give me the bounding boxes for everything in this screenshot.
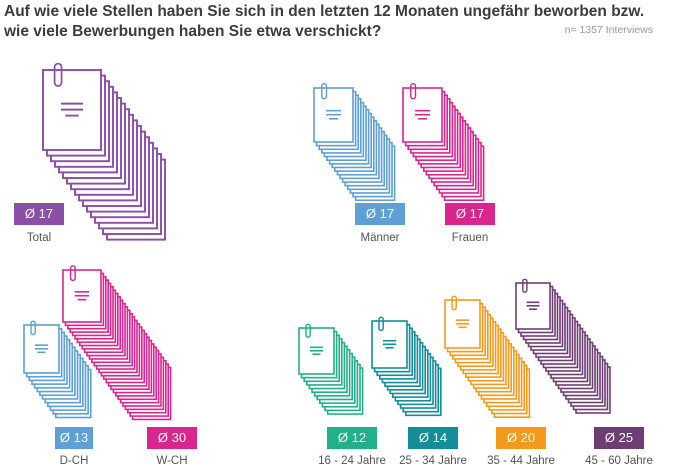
average-badge: Ø 25	[594, 427, 644, 449]
group-label: Total	[26, 232, 52, 244]
paper-clip-icon	[305, 323, 311, 338]
paper-clip-icon	[53, 62, 63, 87]
average-badge: Ø 30	[147, 427, 197, 449]
group-label: Männer	[360, 232, 400, 244]
group-label: 25 - 34 Jahre	[399, 455, 467, 467]
paper-clip-icon	[69, 265, 76, 282]
chart-title: Auf wie viele Stellen haben Sie sich in …	[4, 2, 645, 41]
average-badge: Ø 13	[55, 427, 93, 449]
paper-stack-1	[42, 62, 166, 241]
paper-stack-9	[515, 278, 611, 414]
paper-clip-icon	[378, 316, 384, 332]
average-badge: Ø 14	[408, 427, 458, 449]
paper-stack-5	[62, 265, 172, 421]
group-label: D-CH	[59, 455, 89, 467]
average-badge: Ø 17	[445, 203, 495, 225]
group-label: 16 - 24 Jahre	[318, 455, 386, 467]
paper-sheet-front	[42, 69, 102, 151]
paper-stack-6	[298, 323, 364, 415]
paper-stack-7	[371, 316, 442, 417]
average-badge: Ø 20	[496, 427, 546, 449]
paper-clip-icon	[410, 82, 417, 100]
paper-clip-icon	[451, 295, 457, 311]
average-badge: Ø 17	[355, 203, 405, 225]
group-label: W-CH	[156, 455, 188, 467]
group-label: Frauen	[451, 232, 489, 244]
title-line-2: wie viele Bewerbungen haben Sie etwa ver…	[4, 22, 382, 40]
sample-size-note: n= 1357 Interviews	[564, 24, 653, 36]
paper-stack-4	[23, 320, 92, 419]
paper-stack-3	[402, 82, 485, 202]
group-label: 35 - 44 Jahre	[487, 455, 555, 467]
paper-stack-2	[313, 82, 396, 202]
paper-stack-8	[444, 295, 531, 418]
title-line-1: Auf wie viele Stellen haben Sie sich in …	[4, 3, 645, 20]
group-label: 45 - 60 Jahre	[585, 455, 653, 467]
paper-clip-icon	[30, 320, 36, 336]
paper-clip-icon	[321, 82, 328, 100]
paper-clip-icon	[522, 278, 528, 293]
average-badge: Ø 17	[14, 203, 64, 225]
average-badge: Ø 12	[327, 427, 377, 449]
